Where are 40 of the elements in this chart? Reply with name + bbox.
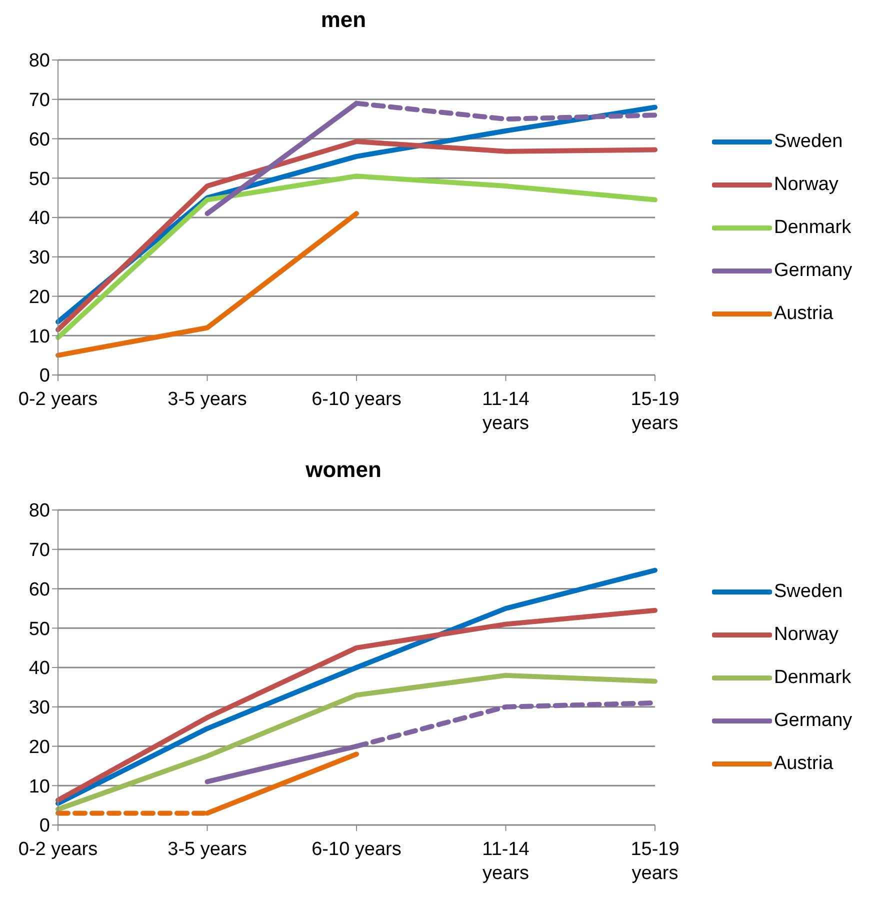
y-tick-label: 0	[39, 366, 50, 387]
x-tick-label: 15-19 years	[630, 839, 680, 884]
y-tick-label: 30	[28, 698, 50, 719]
x-tick-label: 11-14 years	[482, 389, 530, 434]
x-tick-label: 3-5 years	[168, 389, 247, 410]
y-tick-label: 80	[28, 500, 50, 522]
legend-label: Germany	[774, 710, 852, 732]
y-tick-label: 60	[28, 129, 50, 150]
y-tick-label: 10	[28, 776, 50, 798]
legend-label: Denmark	[774, 216, 852, 238]
legend-label: Austria	[774, 302, 834, 324]
x-tick-label: 0-2 years	[18, 839, 98, 860]
legend-label: Sweden	[774, 580, 843, 602]
x-tick-label: 3-5 years	[168, 839, 247, 860]
legend-label: Austria	[774, 752, 834, 774]
x-tick-label: 15-19 years	[630, 389, 680, 434]
y-tick-label: 40	[28, 208, 50, 230]
y-tick-label: 70	[28, 90, 50, 112]
y-tick-label: 20	[28, 286, 50, 308]
legend-label: Germany	[774, 260, 852, 282]
x-tick-label: 6-10 years	[312, 389, 402, 410]
chart-title: men	[320, 6, 368, 34]
y-tick-label: 50	[28, 168, 50, 190]
y-tick-label: 40	[28, 658, 50, 680]
legend-label: Denmark	[774, 666, 852, 688]
x-tick-label: 0-2 years	[18, 389, 98, 410]
y-tick-label: 20	[28, 736, 50, 758]
x-tick-label: 6-10 years	[312, 839, 402, 860]
y-tick-label: 80	[28, 50, 50, 72]
y-tick-label: 50	[28, 618, 50, 640]
legend-label: Sweden	[774, 130, 843, 152]
legend-label: Norway	[774, 174, 838, 196]
y-tick-label: 10	[28, 326, 50, 348]
x-tick-label: 11-14 years	[482, 839, 530, 884]
y-tick-label: 70	[28, 540, 50, 562]
chart-title: women	[304, 456, 382, 484]
y-tick-label: 60	[28, 579, 50, 600]
legend-label: Norway	[774, 624, 838, 646]
y-tick-label: 0	[39, 816, 50, 837]
y-tick-label: 30	[28, 248, 50, 269]
